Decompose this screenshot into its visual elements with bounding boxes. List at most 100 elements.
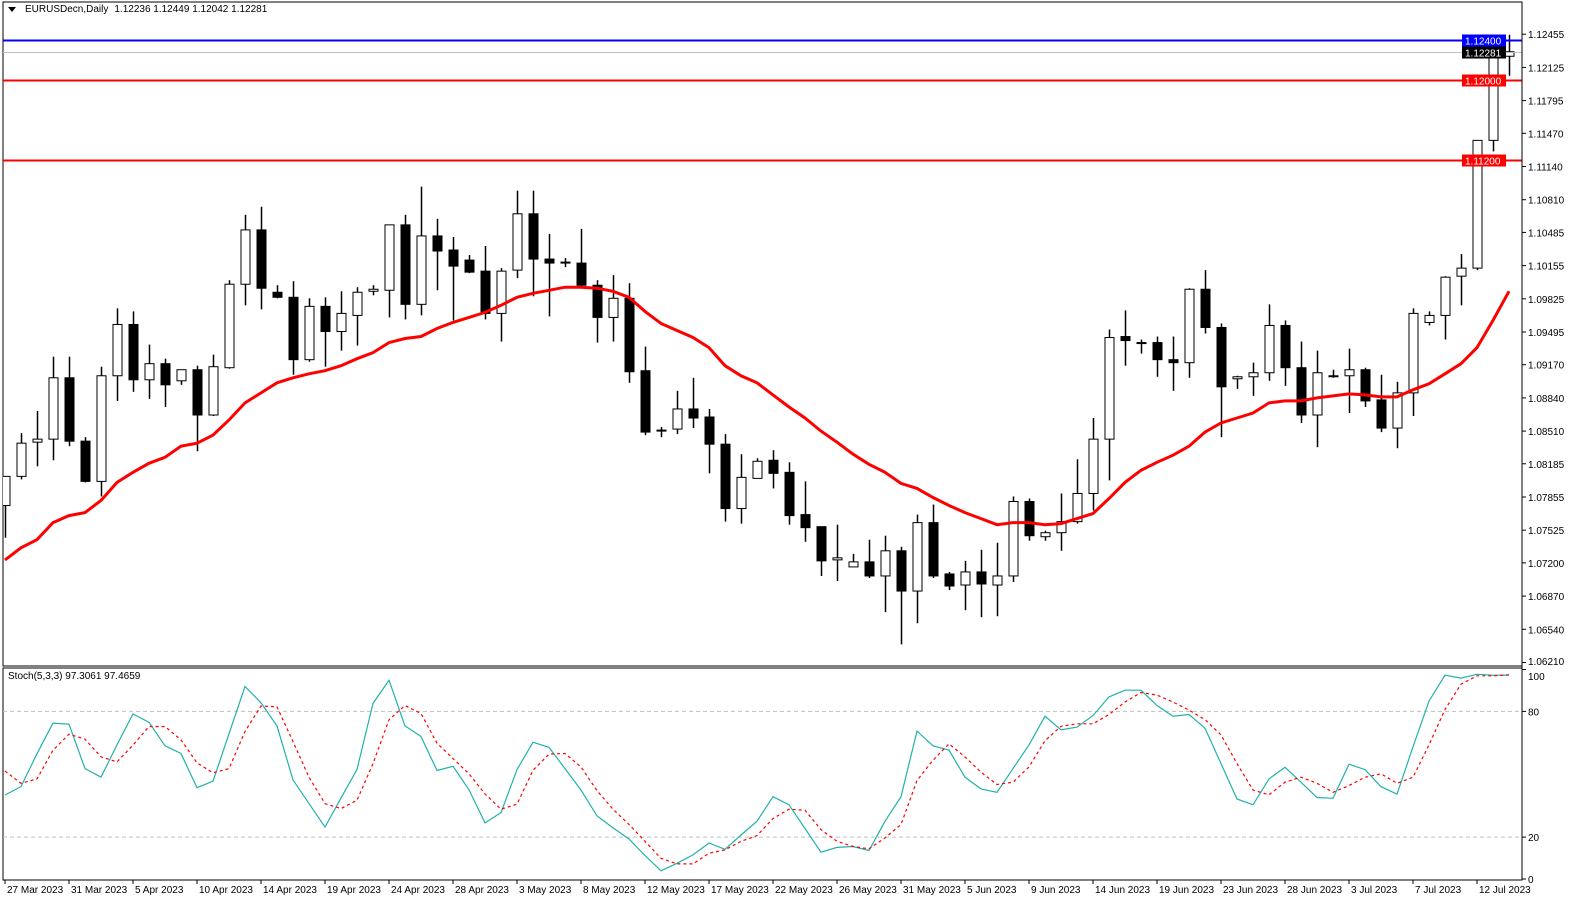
- price-tick-label: 1.09825: [1528, 295, 1565, 306]
- candle-bearish: [464, 259, 475, 273]
- candle-bearish: [1216, 326, 1227, 388]
- price-tick-label: 1.10155: [1528, 262, 1565, 273]
- candle-bearish: [944, 573, 955, 587]
- candle-bullish: [112, 323, 123, 377]
- candle-bullish: [752, 460, 763, 479]
- candle-bullish: [832, 557, 843, 561]
- candle-bearish: [320, 305, 331, 333]
- candle-bearish: [1200, 288, 1211, 328]
- date-tick-label: 10 Apr 2023: [199, 885, 253, 896]
- candle-bearish: [784, 471, 795, 517]
- candle-bearish: [128, 323, 139, 381]
- price-tick-label: 1.09495: [1528, 328, 1565, 339]
- candle-bullish: [1184, 288, 1195, 364]
- level-price-badge: [1462, 154, 1506, 167]
- candle-bullish: [960, 571, 971, 586]
- chart-header: EURUSDecn,Daily 1.12236 1.12449 1.12042 …: [8, 4, 267, 15]
- candle-bullish: [1328, 375, 1339, 378]
- candle-bullish: [1104, 337, 1115, 440]
- price-tick-label: 1.07855: [1528, 493, 1565, 504]
- date-tick-label: 9 Jun 2023: [1031, 885, 1081, 896]
- stochastic-tick-label: 20: [1528, 833, 1540, 844]
- candle-bullish: [736, 476, 747, 510]
- candle-bearish: [80, 440, 91, 482]
- price-tick-label: 1.11795: [1528, 97, 1564, 108]
- candle-bearish: [864, 561, 875, 577]
- price-tick-label: 1.11470: [1528, 129, 1564, 140]
- candle-bearish: [720, 443, 731, 510]
- candle-bearish: [272, 291, 283, 298]
- price-tick-label: 1.08185: [1528, 460, 1565, 471]
- candle-bearish: [1024, 501, 1035, 537]
- date-tick-label: 12 May 2023: [647, 885, 705, 896]
- level-price-badge: [1462, 34, 1506, 47]
- price-tick-label: 1.08840: [1528, 394, 1565, 405]
- ohlc-readout: 1.12236 1.12449 1.12042 1.12281: [114, 4, 268, 15]
- candle-bullish: [672, 408, 683, 430]
- candle-bullish: [1392, 392, 1403, 429]
- candle-bearish: [592, 284, 603, 318]
- symbol-timeframe: EURUSDecn,Daily: [25, 4, 109, 15]
- price-tick-label: 1.06540: [1528, 625, 1565, 636]
- candle-bullish: [1072, 492, 1083, 523]
- candle-bullish: [1088, 438, 1099, 494]
- stochastic-tick-label: 0: [1528, 875, 1534, 886]
- candle-bullish: [416, 235, 427, 305]
- candle-bullish: [608, 297, 619, 318]
- candle-bearish: [1280, 324, 1291, 369]
- candle-bullish: [240, 229, 251, 285]
- date-tick-label: 12 Jul 2023: [1479, 885, 1531, 896]
- level-price-label: 1.12000: [1465, 77, 1502, 88]
- candle-bullish: [1056, 521, 1067, 534]
- candle-bullish: [848, 561, 859, 568]
- date-tick-label: 8 May 2023: [583, 885, 636, 896]
- dropdown-triangle-icon[interactable]: [8, 7, 16, 12]
- candle-bullish: [352, 291, 363, 316]
- candle-bearish: [816, 526, 827, 562]
- stochastic-panel-frame: [2, 667, 1523, 881]
- stochastic-tick-label: 80: [1528, 707, 1540, 718]
- date-tick-label: 19 Apr 2023: [327, 885, 381, 896]
- candle-bearish: [160, 363, 171, 386]
- candle-bullish: [96, 375, 107, 482]
- candle-bearish: [1360, 369, 1371, 402]
- candle-bullish: [1472, 139, 1483, 269]
- date-tick-label: 14 Jun 2023: [1095, 885, 1150, 896]
- candle-bullish: [32, 438, 43, 443]
- candle-bearish: [256, 229, 267, 289]
- candle-bearish: [528, 213, 539, 260]
- candle-bullish: [912, 522, 923, 592]
- date-tick-label: 24 Apr 2023: [391, 885, 445, 896]
- candle-bullish: [224, 283, 235, 369]
- candle-bearish: [288, 296, 299, 361]
- candle-bullish: [1040, 532, 1051, 538]
- date-tick-label: 19 Jun 2023: [1159, 885, 1214, 896]
- date-tick-label: 3 Jul 2023: [1351, 885, 1398, 896]
- candle-bullish: [48, 377, 59, 440]
- price-tick-label: 1.07525: [1528, 526, 1565, 537]
- level-price-badge: [1462, 74, 1506, 87]
- date-tick-label: 22 May 2023: [775, 885, 833, 896]
- level-price-badge: [1462, 46, 1506, 59]
- price-tick-label: 1.12455: [1528, 30, 1565, 41]
- price-tick-label: 1.12125: [1528, 63, 1565, 74]
- stochastic-signal-line: [4, 674, 1510, 865]
- price-plot: [3, 34, 1515, 645]
- level-price-label: 1.11200: [1465, 157, 1501, 168]
- candle-bearish: [704, 416, 715, 445]
- candle-bullish: [496, 270, 507, 314]
- candle-bearish: [1120, 336, 1131, 342]
- candle-bullish: [1264, 324, 1275, 374]
- candle-bullish: [368, 288, 379, 292]
- stochastic-plot: [3, 673, 1522, 872]
- candle-bullish: [1488, 55, 1499, 141]
- candle-bullish: [16, 442, 27, 477]
- candle-bullish: [1344, 369, 1355, 377]
- candle-bearish: [640, 370, 651, 433]
- candle-bearish: [432, 235, 443, 252]
- candle-bullish: [512, 213, 523, 271]
- candle-bearish: [624, 297, 635, 373]
- level-price-label: 1.12400: [1465, 37, 1502, 48]
